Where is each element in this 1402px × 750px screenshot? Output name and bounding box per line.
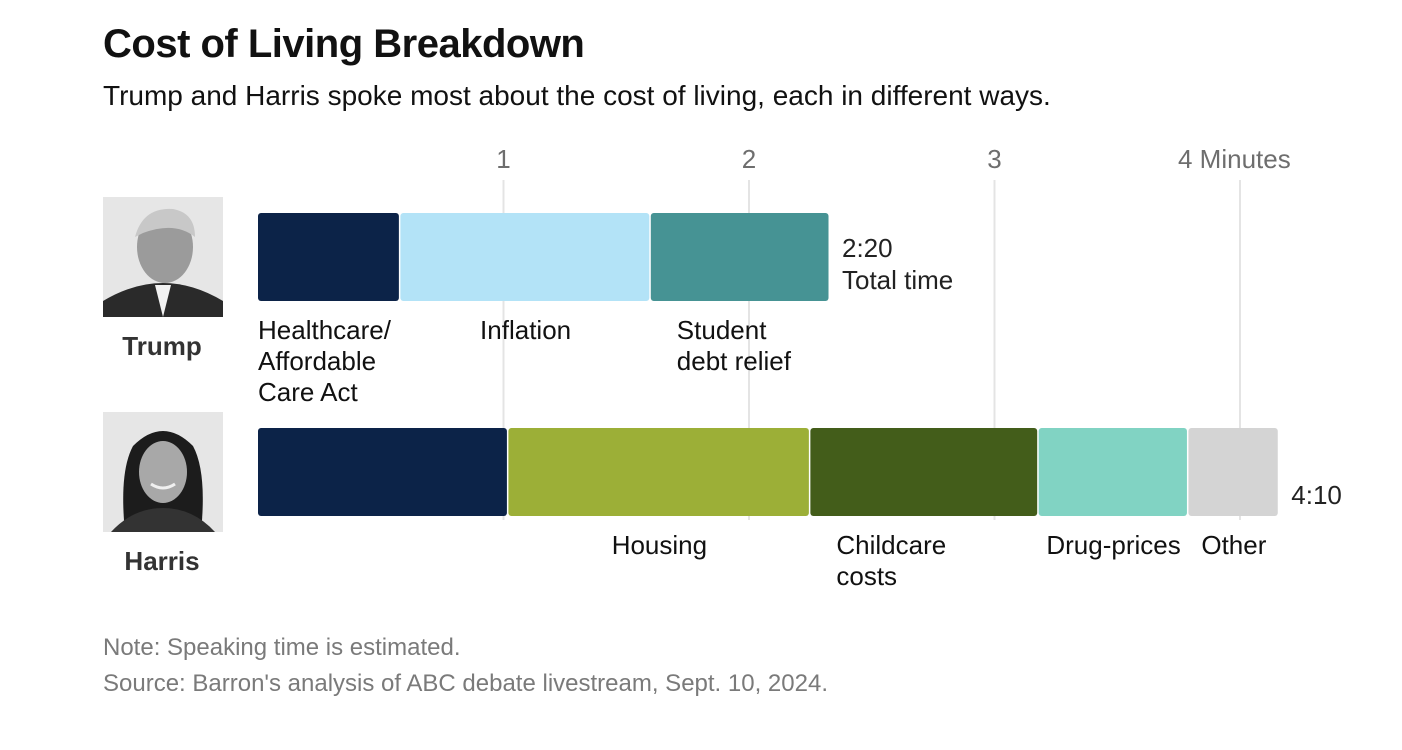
segment-label: Healthcare/Affordable Care Act (258, 315, 392, 407)
x-tick-label: 4 Minutes (1178, 144, 1291, 174)
total-time-label: 2:20 Total time (842, 233, 953, 295)
chart-title: Cost of Living Breakdown (103, 22, 585, 66)
bar-segment (1188, 428, 1278, 516)
segment-label: Drug-prices (1046, 530, 1180, 560)
segment-label: Housing (612, 530, 707, 560)
segment-label: Other (1201, 530, 1266, 560)
bar-segment (508, 428, 809, 516)
bar-group: Healthcare/Affordable Care Act Inflation St… (258, 213, 829, 407)
harris-portrait-icon (103, 412, 223, 532)
segment-label: Childcare costs (836, 530, 946, 591)
segment-label: Inflation (480, 315, 571, 345)
footer-note: Note: Speaking time is estimated. (103, 634, 461, 661)
x-tick-label: 3 (987, 144, 1001, 174)
bar-segment (258, 213, 399, 301)
footer-source: Source: Barron's analysis of ABC debate … (103, 670, 828, 697)
bar-group: Housing Childcare costs Drug-prices Other (258, 428, 1278, 591)
row-label: Harris (124, 546, 199, 576)
bar-segment (1038, 428, 1187, 516)
x-tick-label: 2 (742, 144, 756, 174)
x-tick-label: 1 (496, 144, 510, 174)
bar-segment (810, 428, 1038, 516)
chart-subtitle: Trump and Harris spoke most about the co… (103, 80, 1051, 111)
total-time-label: 4:10 (1291, 480, 1342, 510)
row-label: Trump (122, 331, 201, 361)
bar-segment (258, 428, 507, 516)
segment-label: Student debt relief (677, 315, 792, 376)
trump-portrait-icon (103, 197, 223, 317)
bar-segment (650, 213, 829, 301)
bar-segment (400, 213, 650, 301)
